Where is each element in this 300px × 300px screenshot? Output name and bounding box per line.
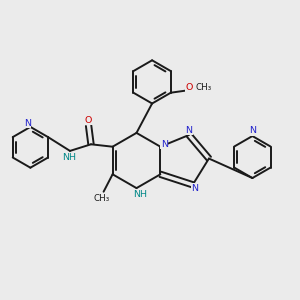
Text: N: N [185, 126, 193, 135]
Text: N: N [24, 119, 31, 128]
Text: N: N [161, 140, 168, 149]
Text: O: O [85, 116, 92, 125]
Text: NH: NH [62, 153, 76, 162]
Text: O: O [186, 83, 193, 92]
Text: N: N [249, 126, 256, 135]
Text: CH₃: CH₃ [196, 83, 212, 92]
Text: NH: NH [133, 190, 147, 199]
Text: CH₃: CH₃ [93, 194, 109, 203]
Text: N: N [191, 184, 198, 193]
